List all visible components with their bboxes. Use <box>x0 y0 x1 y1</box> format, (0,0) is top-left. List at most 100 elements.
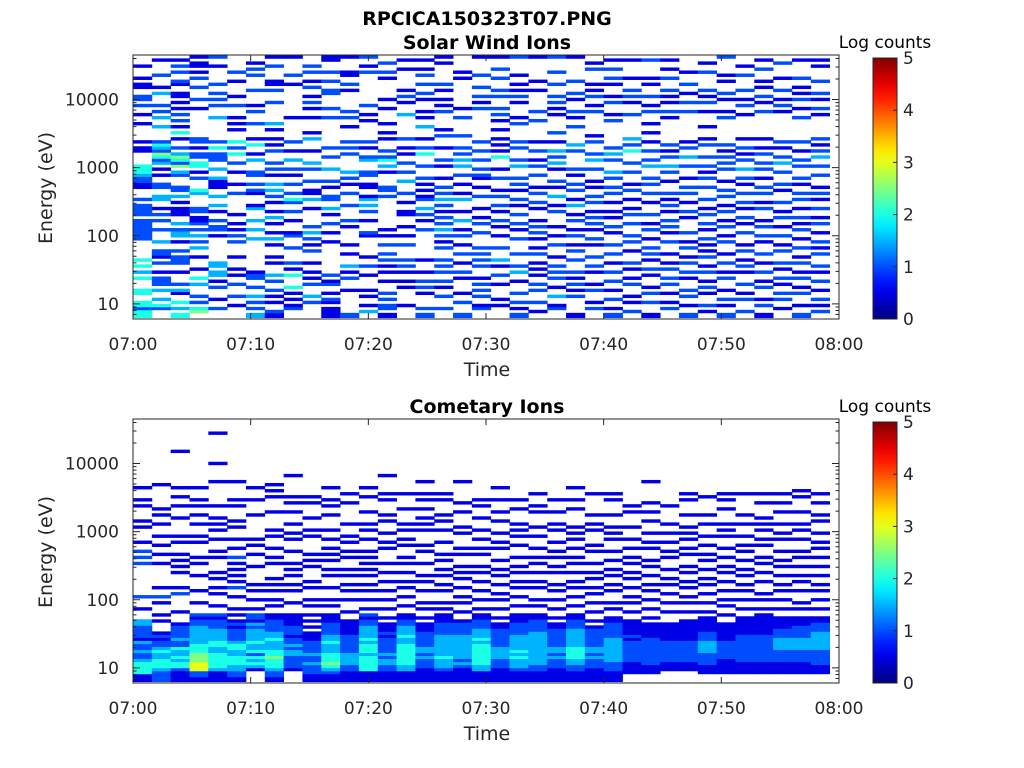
solar-wind-cell <box>528 237 548 241</box>
cometary-cell <box>227 561 247 566</box>
solar-wind-cell <box>227 255 247 259</box>
cometary-cell <box>302 664 322 669</box>
cometary-cell <box>754 655 774 660</box>
solar-wind-cell <box>697 88 718 93</box>
cometary-cell <box>434 628 454 632</box>
cometary-cell <box>528 643 548 648</box>
solar-wind-cell <box>302 188 322 193</box>
cometary-cell <box>151 634 172 638</box>
cometary-cell <box>584 543 605 547</box>
solar-wind-cell <box>396 67 416 71</box>
solar-wind-cell <box>697 228 718 232</box>
cometary-cell <box>716 555 736 560</box>
solar-wind-cell <box>283 246 303 250</box>
solar-wind-cell <box>660 282 680 287</box>
solar-wind-cell <box>245 88 266 93</box>
solar-wind-cell <box>641 246 661 250</box>
cometary-cell <box>415 543 435 547</box>
cometary-cell <box>340 549 360 554</box>
solar-wind-cell <box>133 291 153 296</box>
cometary-panel-title: Cometary Ions <box>410 396 565 418</box>
cometary-cell <box>471 673 492 678</box>
solar-wind-cell <box>189 146 209 150</box>
solar-wind-cell <box>415 285 435 290</box>
solar-wind-cell <box>264 173 285 177</box>
cometary-cell <box>189 513 209 517</box>
cometary-cell <box>509 613 529 617</box>
cometary-cell <box>321 649 341 654</box>
cometary-cell <box>189 504 209 508</box>
solar-wind-cell <box>584 94 605 99</box>
cometary-cell <box>340 628 360 632</box>
cometary-cell <box>453 634 473 638</box>
solar-wind-cell <box>810 231 830 235</box>
cometary-cell <box>622 646 642 651</box>
solar-wind-cell <box>603 146 623 150</box>
cometary-cell <box>340 582 360 587</box>
cometary-cell <box>603 549 623 554</box>
solar-wind-cell <box>264 255 285 259</box>
solar-wind-cell <box>509 88 529 93</box>
solar-wind-cell <box>264 243 285 247</box>
solar-wind-cell <box>490 297 510 302</box>
solar-wind-cell <box>434 185 454 190</box>
solar-wind-cell <box>170 100 190 105</box>
solar-wind-cell <box>434 109 454 114</box>
solar-wind-cell <box>170 300 190 305</box>
cometary-cell <box>377 546 397 551</box>
cometary-cell <box>396 537 416 541</box>
solar-wind-cell <box>622 161 642 165</box>
cometary-cell <box>716 658 736 663</box>
solar-wind-cell <box>170 185 190 190</box>
solar-wind-cell <box>321 55 341 59</box>
solar-wind-cell <box>302 85 322 90</box>
cometary-cell <box>547 646 567 651</box>
solar-wind-cell <box>735 97 755 102</box>
cometary-cell <box>358 670 379 675</box>
solar-wind-cell <box>227 94 247 99</box>
cometary-cell <box>151 637 172 641</box>
cometary-cell <box>264 561 285 566</box>
solar-wind-cell <box>566 249 586 253</box>
solar-wind-cell <box>810 149 830 153</box>
cometary-cell <box>566 655 586 660</box>
solar-wind-cell <box>471 288 492 293</box>
cometary-cell <box>434 540 454 544</box>
cometary-cell <box>227 585 247 590</box>
cometary-cell <box>471 676 492 683</box>
solar-wind-cell <box>377 270 397 274</box>
cometary-cell <box>245 664 266 669</box>
cometary-cell <box>415 676 435 683</box>
solar-wind-cell <box>660 209 680 214</box>
cometary-cell <box>302 516 322 520</box>
cometary-cell <box>810 582 830 587</box>
solar-wind-cell <box>227 115 247 120</box>
cometary-cell <box>791 522 812 526</box>
cometary-cell <box>584 667 605 672</box>
cometary-cell <box>584 652 605 657</box>
cometary-cell <box>415 649 435 654</box>
cometary-cell <box>189 622 209 626</box>
solar-wind-cell <box>584 200 605 205</box>
solar-wind-cell <box>227 122 247 126</box>
cometary-cell <box>453 631 473 635</box>
cometary-cell <box>660 582 680 587</box>
cometary-cell <box>490 649 510 654</box>
cometary-cell <box>678 552 699 557</box>
cometary-cell <box>528 604 548 608</box>
solar-wind-cell <box>547 155 567 159</box>
cometary-cell <box>791 631 812 635</box>
solar-wind-cell <box>434 146 454 150</box>
cometary-cell <box>170 592 190 596</box>
cometary-cells <box>133 431 830 683</box>
solar-wind-cell <box>603 297 623 302</box>
solar-wind-cell <box>773 140 793 144</box>
cometary-cell <box>735 652 755 657</box>
solar-wind-cell <box>170 152 190 156</box>
cometary-cell <box>735 558 755 563</box>
cometary-cell <box>660 522 680 526</box>
solar-wind-cell <box>396 100 416 105</box>
cometary-cell <box>189 676 209 683</box>
solar-wind-cell <box>358 140 379 144</box>
solar-wind-cell <box>396 285 416 290</box>
